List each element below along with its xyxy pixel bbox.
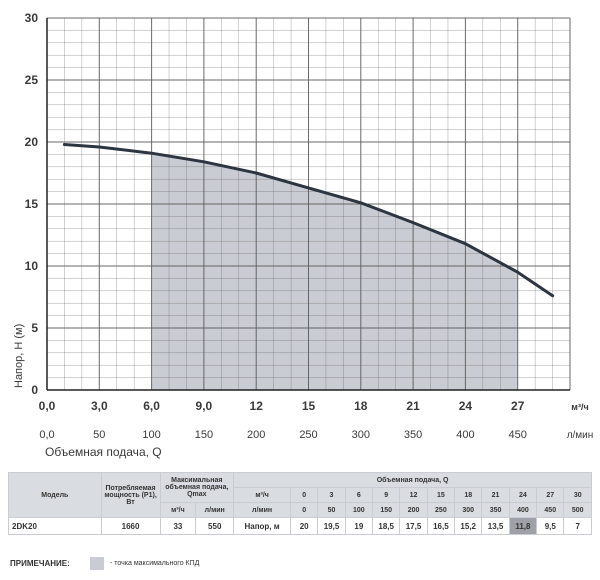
chart: 0 5 10 15 20 25 30 Напор, H (м) 0,0 3,0 6,0 9,0 12 15…: [13, 11, 594, 459]
head-curve: [62, 143, 555, 298]
head-value-10: 7: [563, 517, 592, 535]
flow-m3h-9: 27: [536, 487, 565, 503]
head-value-0: 20: [289, 517, 319, 535]
head-value-4: 17,5: [399, 517, 428, 535]
flow-lmin-0: 0: [289, 502, 319, 518]
x-tick-label-m3h: 18: [354, 399, 368, 413]
y-tick-label: 25: [25, 73, 39, 87]
x-tick-label-lmin: 250: [299, 429, 317, 441]
flow-m3h-2: 6: [344, 487, 374, 503]
cell-power: 1660: [100, 517, 161, 535]
flow-lmin-5: 250: [426, 502, 456, 518]
flow-m3h-3: 9: [372, 487, 401, 503]
cell-model: 2DK20: [8, 517, 102, 535]
x-tick-label-lmin: 0,0: [39, 429, 54, 441]
x-tick-label-m3h: 24: [459, 399, 473, 413]
head-value-9: 9,5: [536, 517, 565, 535]
cell-head-label: Напор, м: [233, 517, 291, 535]
note-text: - точка максимального КПД: [110, 560, 200, 567]
x-tick-label-lmin: 200: [247, 429, 265, 441]
cell-qmax-lmin: 550: [195, 517, 235, 535]
head-value-2: 19: [344, 517, 374, 535]
header-model: Модель: [8, 472, 102, 518]
flow-m3h-4: 12: [399, 487, 428, 503]
x-tick-label-lmin: 50: [93, 429, 105, 441]
x-tick-label-lmin: 300: [352, 429, 370, 441]
header-flow: Объемная подача, Q: [233, 472, 592, 488]
x-tick-label-m3h: 3,0: [91, 399, 108, 413]
x-tick-label-lmin: 350: [404, 429, 422, 441]
note: ПРИМЕЧАНИЕ: - точка максимального КПД: [8, 556, 408, 574]
y-axis-label: Напор, H (м): [13, 324, 25, 388]
performance-table: Модель Потребляемая мощность (P1), Вт Ма…: [8, 472, 592, 535]
y-tick-label: 20: [25, 135, 39, 149]
x-axis-label: Объемная подача, Q: [45, 445, 162, 459]
y-tick-label: 15: [25, 197, 39, 211]
y-tick-label: 10: [25, 259, 39, 273]
head-value-8: 11,8: [508, 517, 538, 535]
flow-lmin-6: 300: [454, 502, 483, 518]
x-tick-label-lmin: 150: [195, 429, 213, 441]
x-tick-label-lmin: 100: [142, 429, 160, 441]
max-efficiency-region: [151, 153, 518, 390]
x-tick-label-m3h: 0,0: [39, 399, 56, 413]
flow-lmin-9: 450: [536, 502, 565, 518]
x-tick-label-m3h: 27: [511, 399, 525, 413]
x-axis-unit-m3h: м³/ч: [571, 402, 588, 412]
head-value-6: 15,2: [454, 517, 483, 535]
head-value-1: 19,5: [317, 517, 346, 535]
flow-lmin-3: 150: [372, 502, 401, 518]
header-qmax-unit-lmin: л/мин: [195, 502, 235, 518]
head-value-3: 18,5: [372, 517, 401, 535]
flow-m3h-1: 3: [317, 487, 346, 503]
x-tick-label-m3h: 21: [406, 399, 420, 413]
x-tick-label-m3h: 9,0: [196, 399, 213, 413]
x-tick-label-m3h: 12: [250, 399, 264, 413]
header-qmax: Максимальная объемная подача, Qmax: [159, 472, 235, 503]
flow-lmin-4: 200: [399, 502, 428, 518]
head-value-7: 13,5: [481, 517, 510, 535]
cell-qmax-m3h: 33: [159, 517, 197, 535]
y-tick-label: 5: [31, 321, 38, 335]
x-tick-label-m3h: 6,0: [143, 399, 160, 413]
x-tick-label-lmin: 450: [509, 429, 527, 441]
y-tick-label: 0: [31, 383, 38, 397]
y-tick-label: 30: [25, 11, 39, 25]
header-flow-unit-lmin: л/мин: [233, 502, 291, 518]
note-label: ПРИМЕЧАНИЕ:: [10, 559, 70, 568]
x-tick-label-m3h: 15: [302, 399, 316, 413]
x-tick-label-lmin: 400: [456, 429, 474, 441]
flow-m3h-0: 0: [289, 487, 319, 503]
flow-lmin-10: 500: [563, 502, 592, 518]
flow-m3h-5: 15: [426, 487, 456, 503]
head-value-5: 16,5: [426, 517, 456, 535]
max-efficiency-swatch: [90, 557, 104, 570]
flow-lmin-1: 50: [317, 502, 346, 518]
flow-m3h-7: 21: [481, 487, 510, 503]
header-power: Потребляемая мощность (P1), Вт: [100, 472, 161, 518]
flow-m3h-6: 18: [454, 487, 483, 503]
flow-m3h-10: 30: [563, 487, 592, 503]
flow-lmin-7: 350: [481, 502, 510, 518]
header-flow-unit-m3h: м³/ч: [233, 487, 291, 503]
flow-lmin-2: 100: [344, 502, 374, 518]
header-qmax-unit-m3h: м³/ч: [159, 502, 197, 518]
x-axis-unit-lmin: л/мин: [567, 430, 594, 441]
flow-lmin-8: 400: [508, 502, 538, 518]
flow-m3h-8: 24: [508, 487, 538, 503]
